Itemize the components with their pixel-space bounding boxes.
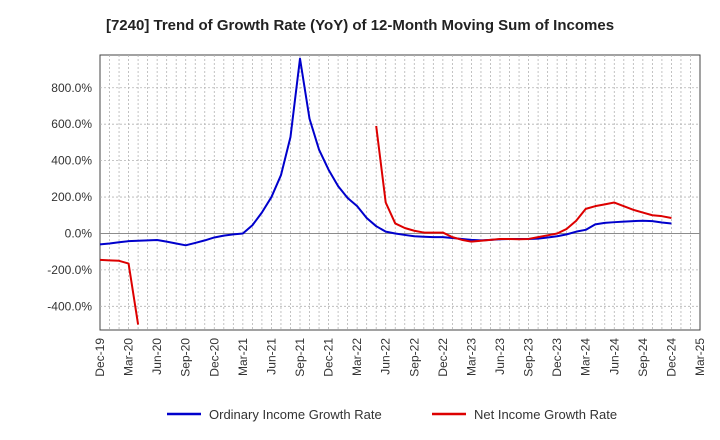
x-tick-label: Jun-21 [264,338,278,375]
x-tick-label: Sep-20 [179,338,193,377]
grid [100,55,700,330]
x-tick-label: Mar-20 [122,338,136,376]
x-tick-label: Dec-21 [322,338,336,377]
x-tick-label: Jun-20 [150,338,164,375]
x-tick-label: Dec-23 [550,338,564,377]
x-tick-label: Mar-23 [464,338,478,376]
y-tick-label: -400.0% [47,299,92,313]
x-tick-label: Jun-22 [379,338,393,375]
series-line-1-segment-1 [375,125,672,243]
series-line-0-segment-0 [99,57,672,247]
x-tick-label: Dec-24 [664,338,678,377]
y-tick-label: -200.0% [47,263,92,277]
y-tick-label: 400.0% [51,154,92,168]
x-tick-label: Sep-21 [293,338,307,377]
series-layer [99,57,672,325]
legend-label-ordinary-income: Ordinary Income Growth Rate [209,407,382,422]
y-tick-label: 800.0% [51,81,92,95]
y-tick-label: 200.0% [51,190,92,204]
x-tick-label: Dec-22 [436,338,450,377]
x-tick-label: Dec-20 [207,338,221,377]
x-tick-label: Mar-25 [693,338,707,376]
legend: Ordinary Income Growth Rate Net Income G… [167,407,617,422]
y-tick-label: 0.0% [65,226,93,240]
x-tick-label: Sep-22 [407,338,421,377]
x-tick-label: Jun-24 [607,338,621,375]
plot-area [99,54,701,331]
x-tick-label: Jun-23 [493,338,507,375]
x-tick-label: Dec-19 [93,338,107,377]
x-tick-label: Mar-22 [350,338,364,376]
x-tick-label: Sep-23 [522,338,536,377]
x-tick-label: Mar-21 [236,338,250,376]
x-tick-label: Mar-24 [579,338,593,376]
chart-title: [7240] Trend of Growth Rate (YoY) of 12-… [106,17,614,34]
axes: -400.0% -200.0% 0.0% 200.0% 400.0% 600.0% 800.… [47,81,707,377]
y-tick-label: 600.0% [51,117,92,131]
legend-label-net-income: Net Income Growth Rate [474,407,617,422]
series-line-1-segment-0 [99,258,140,325]
x-tick-label: Sep-24 [636,338,650,377]
